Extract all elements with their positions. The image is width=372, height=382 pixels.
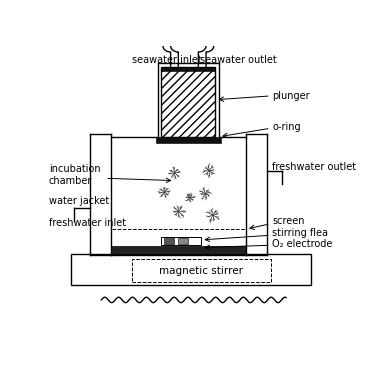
Text: seawater inlet: seawater inlet [132, 55, 202, 65]
Bar [132, 259, 271, 282]
Bar [161, 237, 201, 244]
Bar [71, 254, 311, 285]
Text: water jacket: water jacket [49, 196, 109, 206]
Bar [110, 246, 246, 254]
Text: freshwater inlet: freshwater inlet [49, 218, 126, 228]
Bar [164, 238, 174, 244]
Text: plunger: plunger [272, 91, 310, 101]
Text: seawater outlet: seawater outlet [200, 55, 277, 65]
Bar [161, 67, 215, 71]
Text: O₂ electrode: O₂ electrode [272, 239, 333, 249]
Text: incubation
chamber: incubation chamber [49, 164, 100, 186]
Bar [177, 238, 188, 244]
Text: freshwater outlet: freshwater outlet [272, 162, 356, 173]
Text: stirring flea: stirring flea [272, 228, 328, 238]
Bar [161, 67, 215, 137]
Bar [156, 137, 221, 143]
Text: magnetic stirrer: magnetic stirrer [160, 265, 243, 276]
Text: o-ring: o-ring [272, 122, 301, 132]
Text: screen: screen [272, 216, 305, 227]
